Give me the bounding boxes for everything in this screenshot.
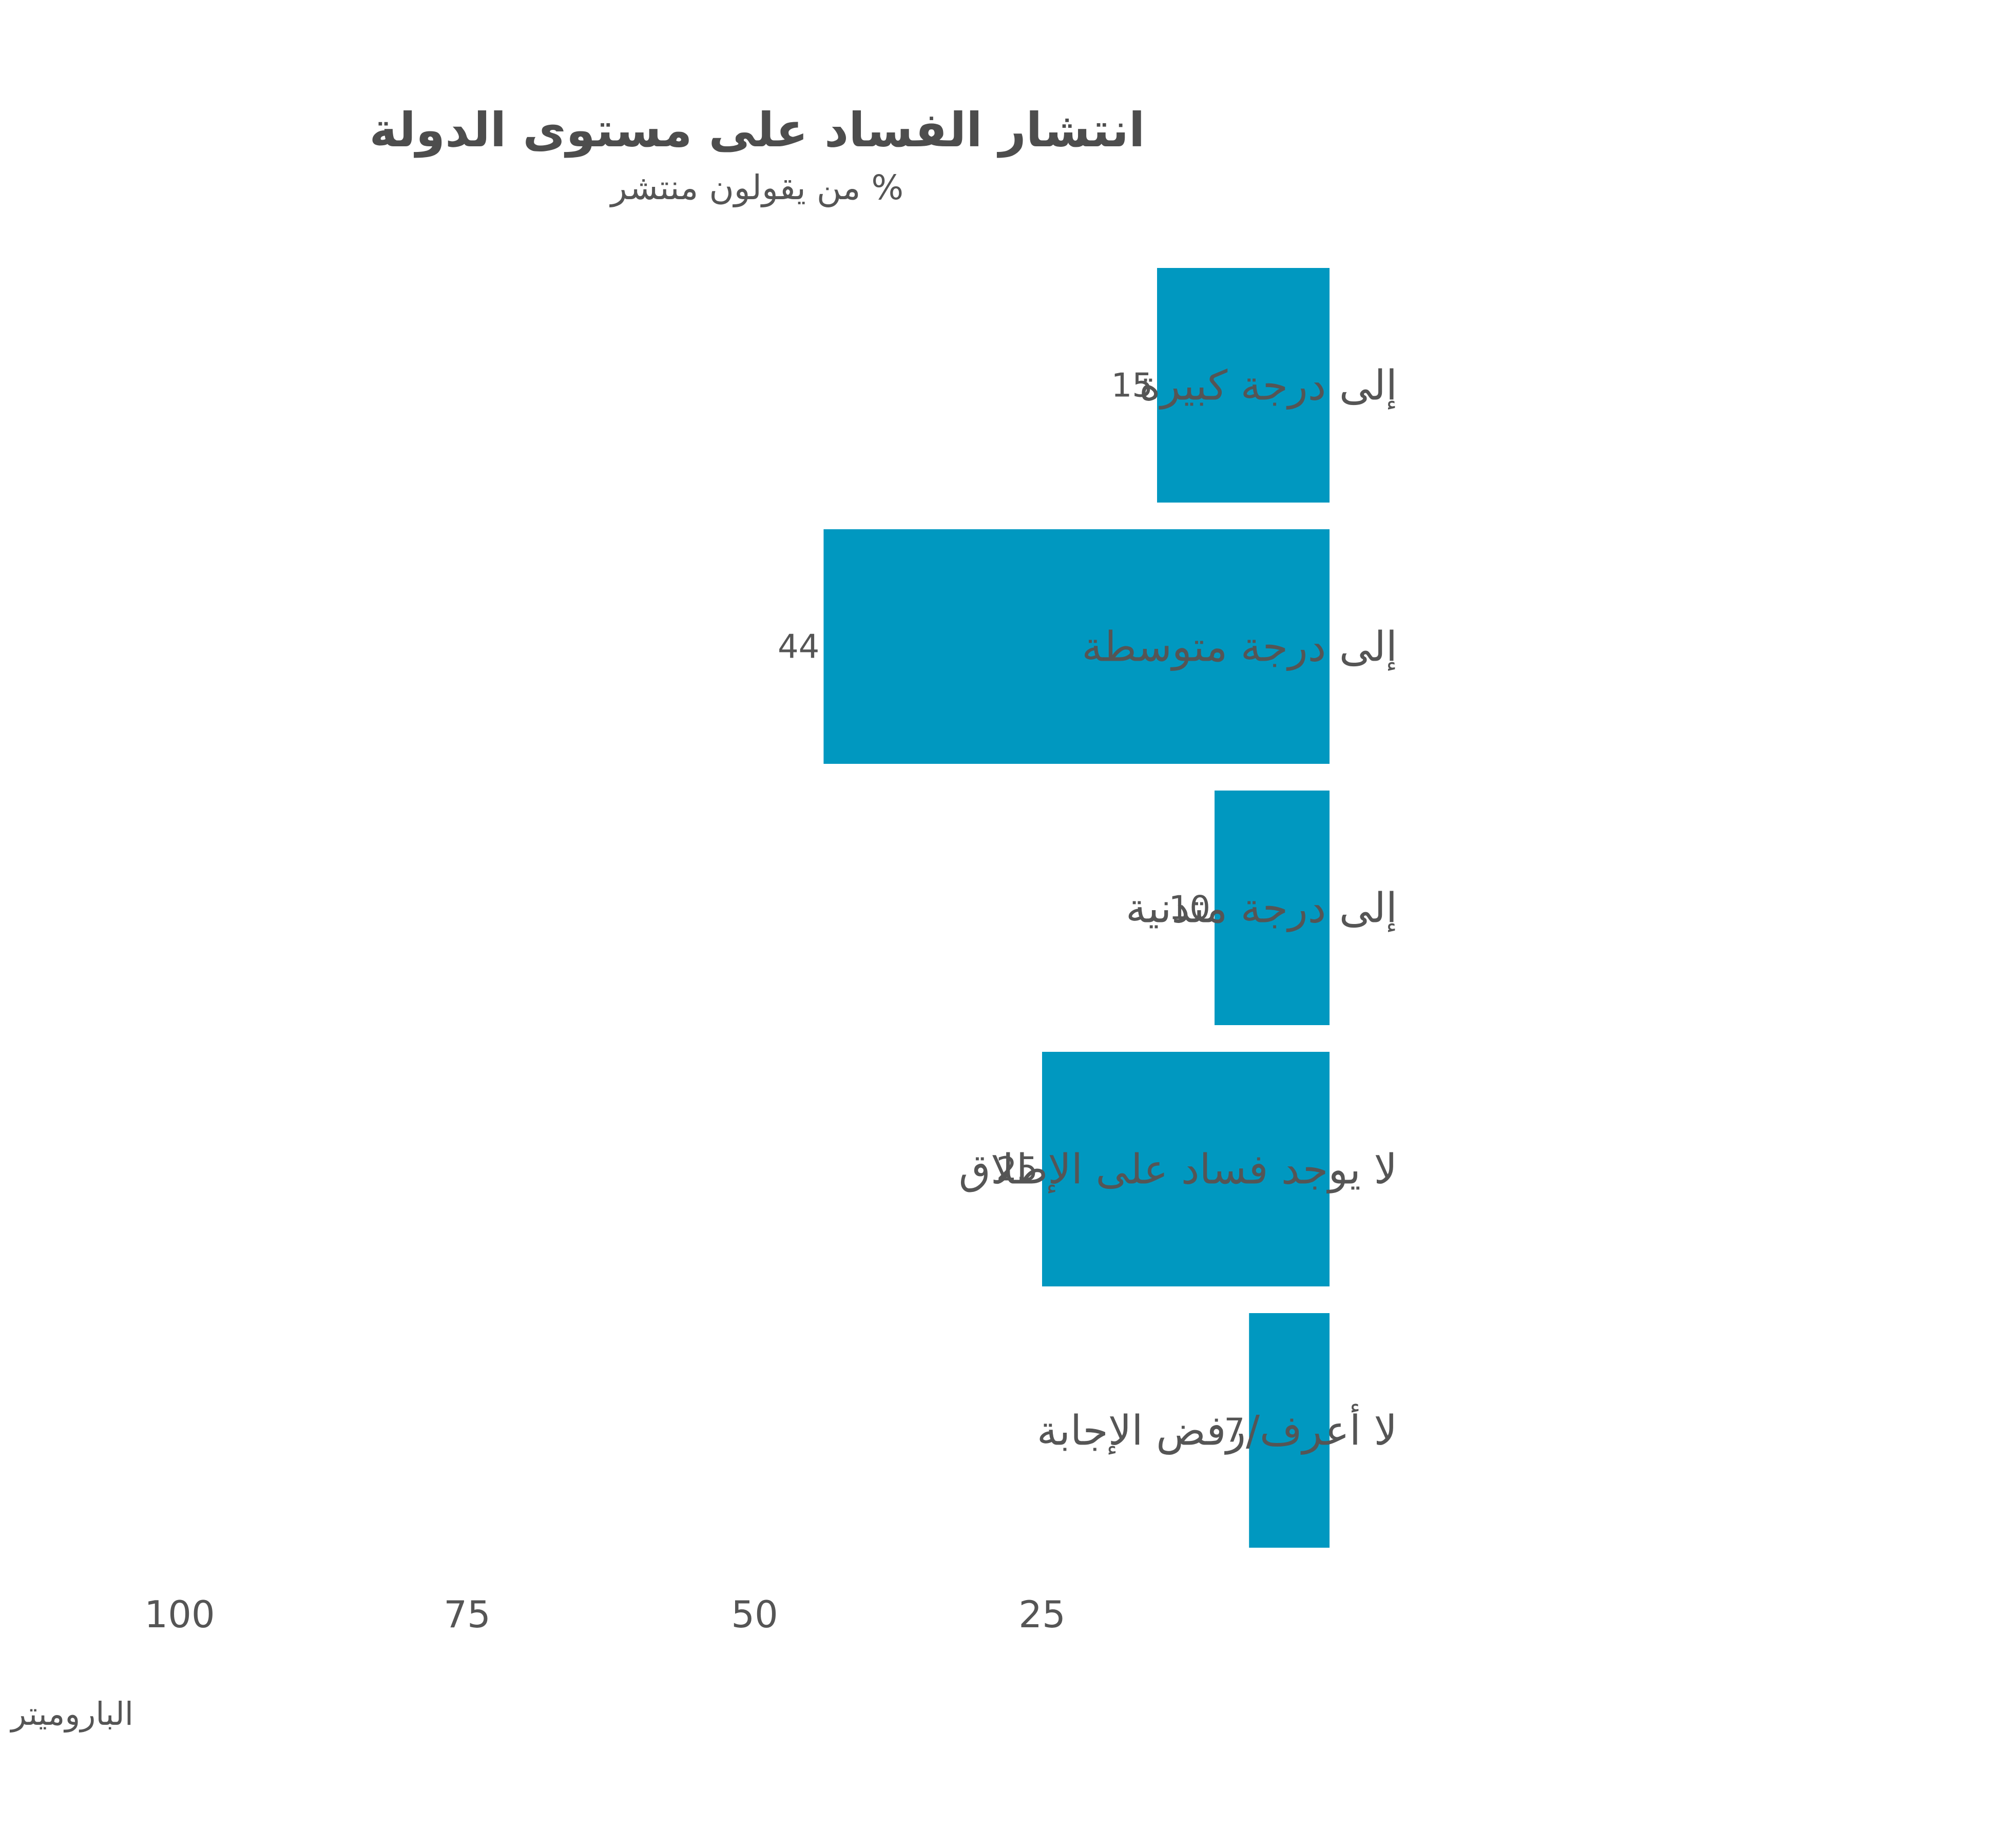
bar: [1215, 791, 1330, 1025]
x-tick-label: 75: [444, 1593, 491, 1636]
source-note: الباروميتر العربي، الدورة السادسة - الجز…: [0, 1695, 133, 1732]
x-tick-label: 25: [1018, 1593, 1066, 1636]
category-label: إلى درجة متدنية: [1126, 884, 1397, 933]
bar: [1249, 1313, 1330, 1548]
x-tick-label: 100: [144, 1593, 215, 1636]
bar: [1042, 1052, 1330, 1286]
value-label: 7: [1224, 1412, 1245, 1450]
value-label: 44: [778, 628, 819, 666]
category-label: لا أعرف/رفض الإجابة: [1037, 1404, 1397, 1455]
category-label: إلى درجة متوسطة: [1082, 623, 1397, 671]
x-axis-ticks: 100 75 50 25: [144, 1593, 1066, 1636]
category-label: إلى درجة كبيرة: [1139, 362, 1397, 410]
value-label: 25: [996, 1151, 1038, 1189]
chart-subtitle: % من يقولون منتشر: [609, 168, 903, 207]
value-label: 15: [1111, 367, 1153, 405]
x-tick-label: 50: [731, 1593, 778, 1636]
bar: [1157, 268, 1330, 503]
chart-title: انتشار الفساد على مستوى الدولة: [370, 103, 1145, 158]
bar: [823, 529, 1330, 764]
category-label: لا يوجد فساد على الإطلاق: [959, 1146, 1397, 1194]
value-label: 10: [1169, 890, 1210, 928]
